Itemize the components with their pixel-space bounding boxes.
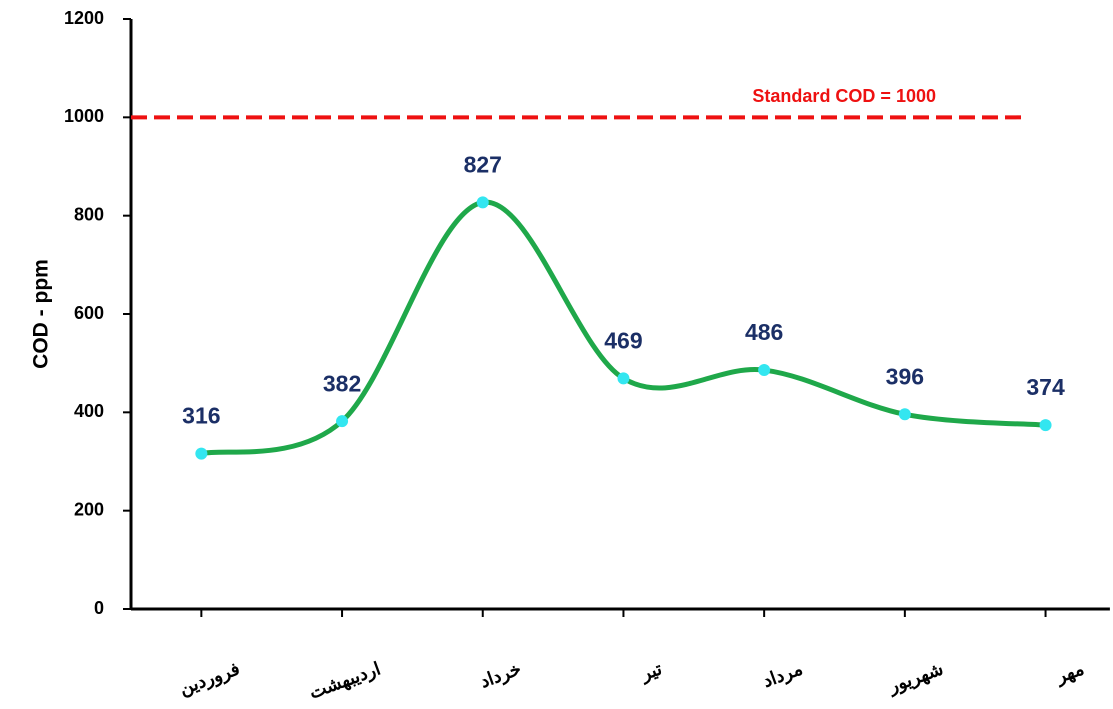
x-tick-label: تیر: [637, 658, 665, 685]
x-tick-label: اردیبهشت: [306, 658, 383, 703]
x-tick-label: شهریور: [884, 658, 946, 698]
point: [758, 364, 771, 377]
data-label: 396: [886, 363, 924, 389]
data-label: 382: [323, 370, 361, 396]
y-tick-label: 400: [74, 401, 104, 421]
data-label: 469: [604, 327, 642, 353]
x-tick-label: خرداد: [477, 658, 524, 692]
x-tick-label: مرداد: [760, 658, 805, 692]
data-label: 316: [182, 403, 220, 429]
point: [476, 196, 489, 209]
point: [898, 408, 911, 421]
y-axis-label: COD - ppm: [30, 259, 53, 369]
y-tick-label: 200: [74, 499, 104, 519]
y-tick-label: 1200: [64, 8, 104, 28]
point: [336, 415, 349, 428]
data-label: 827: [464, 151, 502, 177]
data-label: 374: [1026, 374, 1065, 400]
y-tick-label: 600: [74, 303, 104, 323]
x-tick-label: مهر: [1052, 658, 1087, 688]
reference-label: Standard COD = 1000: [752, 86, 936, 106]
y-tick-label: 1000: [64, 106, 104, 126]
x-tick-label: فروردین: [177, 658, 243, 699]
data-label: 486: [745, 319, 783, 345]
point: [617, 372, 630, 385]
y-tick-label: 0: [94, 598, 104, 618]
y-tick-label: 800: [74, 204, 104, 224]
point: [195, 447, 208, 460]
point: [1039, 419, 1052, 432]
